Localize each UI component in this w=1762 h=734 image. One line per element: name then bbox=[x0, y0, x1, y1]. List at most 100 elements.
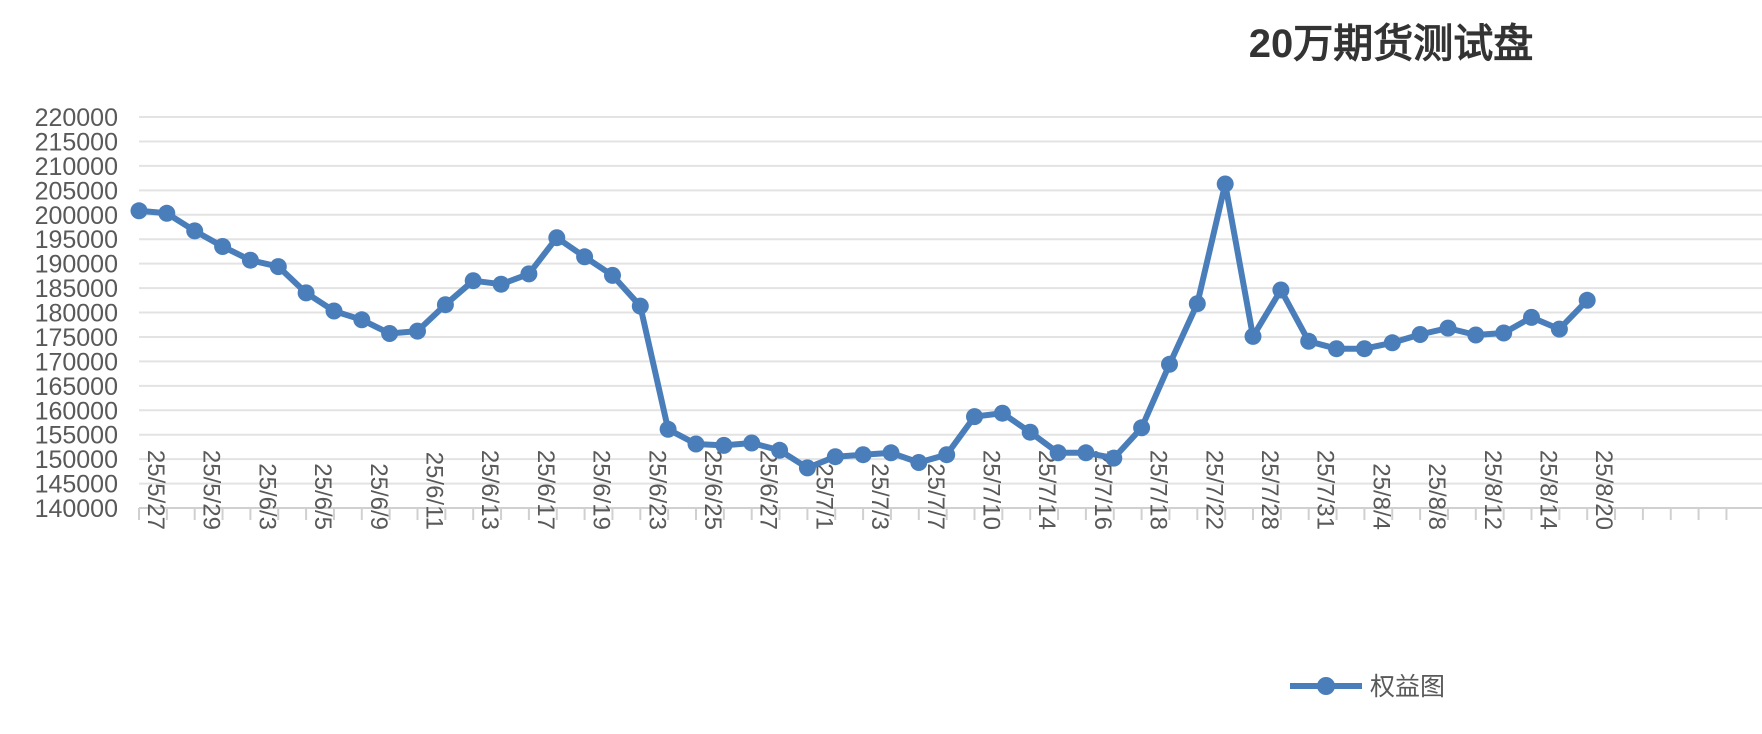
data-point bbox=[1105, 449, 1123, 467]
data-point bbox=[1021, 423, 1039, 441]
data-point bbox=[1161, 355, 1178, 373]
data-point bbox=[325, 302, 343, 320]
data-point bbox=[966, 408, 983, 426]
x-tick-label: 25/7/7 bbox=[922, 463, 949, 530]
data-point bbox=[214, 238, 232, 255]
x-tick-label: 25/7/10 bbox=[978, 450, 1005, 530]
x-tick-label: 25/5/27 bbox=[142, 450, 169, 530]
data-point bbox=[381, 325, 399, 342]
x-tick-label: 25/6/27 bbox=[755, 450, 782, 530]
data-point bbox=[910, 454, 928, 471]
data-point bbox=[993, 404, 1011, 422]
data-point bbox=[1467, 326, 1485, 344]
data-point bbox=[241, 251, 259, 269]
legend-label: 权益图 bbox=[1370, 672, 1445, 701]
data-point bbox=[1411, 326, 1429, 343]
x-tick-label: 25/6/13 bbox=[476, 450, 503, 530]
legend: 权益图 bbox=[1290, 672, 1445, 701]
y-tick-label: 210000 bbox=[35, 153, 118, 181]
y-tick-label: 150000 bbox=[35, 446, 118, 474]
data-point bbox=[1244, 327, 1262, 345]
y-tick-label: 165000 bbox=[35, 373, 118, 401]
data-point bbox=[130, 202, 148, 220]
x-tick-label: 25/8/20 bbox=[1590, 450, 1617, 530]
x-tick-label: 25/6/17 bbox=[532, 450, 559, 530]
data-point bbox=[659, 420, 677, 438]
data-point bbox=[1355, 340, 1373, 358]
data-point bbox=[1049, 444, 1067, 462]
data-point bbox=[353, 311, 371, 329]
x-tick-label: 25/7/22 bbox=[1200, 450, 1227, 530]
data-point bbox=[1133, 419, 1151, 437]
data-point bbox=[1216, 175, 1234, 193]
y-axis: 1400001450001500001550001600001650001700… bbox=[35, 104, 118, 523]
data-point bbox=[715, 436, 733, 454]
x-tick-label: 25/8/4 bbox=[1367, 463, 1394, 530]
x-tick-label: 25/6/9 bbox=[365, 463, 392, 530]
y-tick-label: 185000 bbox=[35, 275, 118, 303]
data-point bbox=[409, 322, 426, 340]
data-point bbox=[576, 248, 594, 266]
x-tick-label: 25/6/3 bbox=[253, 463, 280, 530]
data-point bbox=[464, 272, 482, 290]
x-tick-label: 25/7/28 bbox=[1256, 450, 1283, 530]
data-point bbox=[1383, 334, 1401, 352]
data-point bbox=[436, 296, 454, 314]
series-equity bbox=[130, 175, 1596, 477]
x-tick-label: 25/5/29 bbox=[198, 450, 225, 530]
data-point bbox=[548, 229, 566, 247]
data-point bbox=[826, 448, 844, 466]
x-tick-label: 25/7/31 bbox=[1312, 450, 1339, 530]
x-tick-label: 25/7/18 bbox=[1145, 450, 1172, 530]
x-tick-label: 25/6/25 bbox=[699, 450, 726, 530]
x-tick-label: 25/6/23 bbox=[643, 450, 670, 530]
legend-marker bbox=[1317, 677, 1335, 695]
y-tick-label: 160000 bbox=[35, 397, 118, 425]
x-tick-label: 25/6/19 bbox=[588, 450, 615, 530]
y-tick-label: 215000 bbox=[35, 128, 118, 156]
x-tick-label: 25/7/3 bbox=[866, 463, 893, 530]
data-point bbox=[798, 459, 816, 477]
data-point bbox=[1300, 332, 1318, 350]
x-tick-label: 25/8/8 bbox=[1423, 463, 1450, 530]
data-point bbox=[938, 446, 956, 464]
y-tick-label: 190000 bbox=[35, 251, 118, 279]
data-point bbox=[882, 444, 900, 462]
y-tick-label: 145000 bbox=[35, 471, 118, 499]
y-tick-label: 175000 bbox=[35, 324, 118, 352]
y-tick-label: 155000 bbox=[35, 422, 118, 450]
data-point bbox=[1495, 324, 1513, 342]
y-tick-label: 140000 bbox=[35, 495, 118, 523]
data-point bbox=[854, 446, 872, 464]
x-axis: 25/5/27 25/5/29 25/6/3 25/6/5 25/6/9 25/6/11 2… bbox=[138, 450, 1762, 530]
data-point bbox=[1523, 308, 1540, 326]
gridlines bbox=[139, 116, 1762, 509]
y-tick-label: 220000 bbox=[35, 104, 118, 132]
data-point bbox=[269, 258, 287, 276]
data-point bbox=[604, 266, 621, 284]
y-tick-label: 170000 bbox=[35, 348, 118, 376]
data-point bbox=[1188, 295, 1206, 313]
x-tick-label: 25/7/14 bbox=[1033, 450, 1060, 530]
data-point bbox=[771, 441, 789, 459]
data-point bbox=[1578, 291, 1596, 309]
data-point bbox=[687, 435, 705, 453]
chart-title: 20万期货测试盘 bbox=[1249, 21, 1534, 66]
data-point bbox=[297, 284, 315, 302]
data-point bbox=[1272, 281, 1290, 299]
y-tick-label: 205000 bbox=[35, 177, 118, 205]
x-tick-label: 25/8/12 bbox=[1479, 450, 1506, 530]
y-tick-label: 180000 bbox=[35, 300, 118, 328]
data-point bbox=[631, 297, 649, 315]
data-point bbox=[1328, 340, 1345, 358]
data-point bbox=[492, 275, 510, 293]
x-tick-label: 25/7/1 bbox=[810, 463, 837, 530]
data-point bbox=[186, 222, 204, 240]
data-point bbox=[1550, 320, 1568, 338]
y-tick-label: 200000 bbox=[35, 202, 118, 230]
data-point bbox=[1439, 319, 1457, 337]
data-point bbox=[158, 204, 176, 222]
y-tick-label: 195000 bbox=[35, 226, 118, 254]
x-tick-label: 25/8/14 bbox=[1535, 450, 1562, 530]
